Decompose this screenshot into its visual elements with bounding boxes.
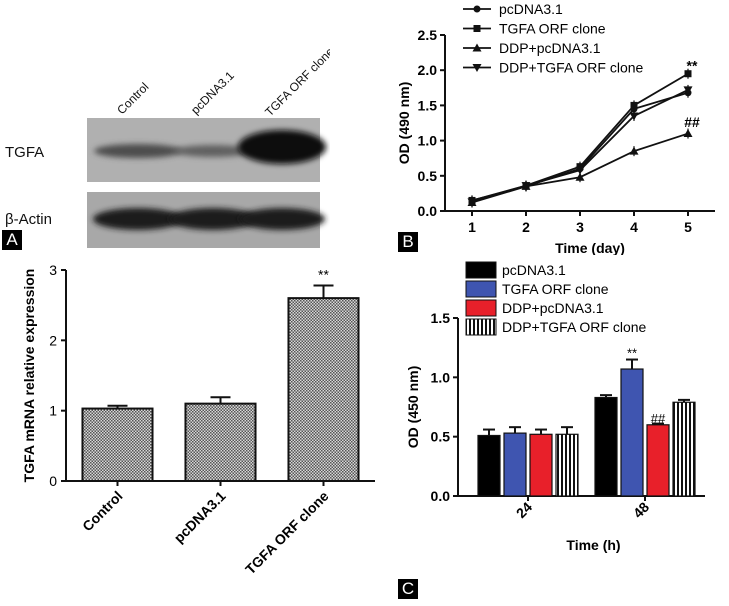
y-tick-label: 0.5 <box>431 429 451 445</box>
data-point-ddp-tgfa-orf-clone <box>521 182 531 191</box>
x-tick-label-48: 48 <box>630 499 652 521</box>
data-point-ddp-pcdna3-1 <box>629 146 639 155</box>
lane-label-pcdna: pcDNA3.1 <box>188 68 237 117</box>
significance-mark: ** <box>318 266 329 282</box>
y-tick-label: 2 <box>49 332 57 348</box>
bar-pcdna3-1-24 <box>477 434 501 497</box>
bar-pcdna3-1 <box>184 402 257 482</box>
y-tick-label: 0.5 <box>418 168 438 184</box>
expression-bar-chart-panel: 0 1 2 3 TGFA mRNA relative expression Control… <box>0 252 385 601</box>
panel-label-a: A <box>2 230 22 250</box>
od-grouped-bar-chart: 0.0 0.5 1.0 1.5 OD (450 nm) Time (h) 24 48 ** ## p… <box>405 261 705 553</box>
y-tick-label: 1.5 <box>431 310 451 326</box>
growth-line-chart-panel: 0.0 0.5 1.0 1.5 2.0 2.5 1 2 3 4 5 Time (day) OD (490… <box>385 0 729 256</box>
legend-label-ddp-pcdna3-1: DDP+pcDNA3.1 <box>499 40 601 56</box>
bar-tgfa-orf-clone-48 <box>620 368 644 497</box>
bar-ddp-pcdna3-1-24 <box>529 433 553 497</box>
significance-mark: ** <box>687 58 698 74</box>
series-line-pcdna3-1 <box>471 91 689 202</box>
bar-ddp-pcdna3-1-48 <box>646 424 670 497</box>
y-tick-label: 1.0 <box>431 369 451 385</box>
legend-swatch-pcdna3-1 <box>465 261 497 279</box>
data-point-ddp-pcdna3-1 <box>683 129 693 138</box>
lane-label-control: Control <box>114 80 151 117</box>
y-tick-label: 1.0 <box>418 133 438 149</box>
y-axis-label: TGFA mRNA relative expression <box>21 269 37 483</box>
y-tick-label: 0 <box>49 473 57 489</box>
bar-pcdna3-1-48 <box>594 396 618 497</box>
bar-ddp-tgfa-orf-clone-48 <box>672 401 696 497</box>
x-tick-label-tgfa-orf-clone: TGFA ORF clone <box>242 488 332 578</box>
panel-label-b: B <box>398 232 418 252</box>
x-tick-label: 5 <box>684 219 692 235</box>
bar-tgfa-orf-clone <box>287 297 360 483</box>
y-tick-label: 0.0 <box>431 488 451 504</box>
western-blot-image: Control pcDNA3.1 TGFA ORF clone TGFA β-A… <box>5 44 337 248</box>
significance-mark: ** <box>627 346 637 361</box>
y-axis-label: OD (490 nm) <box>396 82 412 164</box>
legend-swatch-ddp-tgfa-orf-clone <box>465 318 497 336</box>
legend-label-tgfa-orf-clone: TGFA ORF clone <box>499 21 606 37</box>
data-point-ddp-tgfa-orf-clone <box>683 86 693 95</box>
x-tick-label-control: Control <box>79 488 126 535</box>
bar-control <box>81 407 154 483</box>
y-tick-label: 1 <box>49 403 57 419</box>
western-blot-panel: Control pcDNA3.1 TGFA ORF clone TGFA β-A… <box>0 0 337 250</box>
x-tick-label: 4 <box>630 219 638 235</box>
legend-label-ddp-tgfa-orf-clone: DDP+TGFA ORF clone <box>499 60 644 76</box>
panel-label-c: C <box>398 579 418 599</box>
row-label-tgfa: TGFA <box>5 144 44 161</box>
y-tick-label: 2.5 <box>418 27 438 43</box>
data-point-tgfa-orf-clone <box>630 101 638 109</box>
legend-label-pcdna3-1: pcDNA3.1 <box>502 262 566 278</box>
legend-swatch-tgfa-orf-clone <box>465 280 497 298</box>
row-label-beta-actin: β-Actin <box>5 211 52 228</box>
bar-tgfa-orf-clone-24 <box>503 432 527 497</box>
legend-marker-pcdna3-1 <box>473 5 481 13</box>
growth-line-chart: 0.0 0.5 1.0 1.5 2.0 2.5 1 2 3 4 5 Time (day) OD (490… <box>396 1 715 256</box>
data-point-ddp-tgfa-orf-clone <box>629 112 639 121</box>
y-tick-label: 3 <box>49 262 57 278</box>
series-line-ddp-tgfa-orf-clone <box>471 89 689 203</box>
y-axis-label: OD (450 nm) <box>405 366 421 448</box>
y-tick-label: 1.5 <box>418 97 438 113</box>
bar-ddp-tgfa-orf-clone-24 <box>555 433 579 497</box>
significance-mark: ## <box>651 411 666 426</box>
data-point-ddp-pcdna3-1 <box>575 172 585 181</box>
data-point-tgfa-orf-clone <box>684 70 692 78</box>
legend-swatch-ddp-pcdna3-1 <box>465 299 497 317</box>
od-bar-chart-panel: 0.0 0.5 1.0 1.5 OD (450 nm) Time (h) 24 48 ** ## p… <box>385 255 729 601</box>
x-tick-label-pcdna3-1: pcDNA3.1 <box>171 488 229 546</box>
x-tick-label: 1 <box>468 219 476 235</box>
data-point-ddp-tgfa-orf-clone <box>467 198 477 207</box>
y-tick-label: 2.0 <box>418 62 438 78</box>
x-axis-label: Time (h) <box>566 537 620 553</box>
x-tick-label-24: 24 <box>513 499 535 521</box>
legend-label-tgfa-orf-clone: TGFA ORF clone <box>502 281 609 297</box>
legend-marker-tgfa-orf-clone <box>473 25 481 32</box>
significance-mark: ## <box>684 114 700 130</box>
x-axis-label: Time (day) <box>555 240 625 255</box>
lane-label-tgfa-orf: TGFA ORF clone <box>262 44 330 119</box>
y-tick-label: 0.0 <box>418 203 438 219</box>
legend-label-ddp-pcdna3-1: DDP+pcDNA3.1 <box>502 300 604 316</box>
x-tick-label: 3 <box>576 219 584 235</box>
legend-marker-ddp-tgfa-orf-clone <box>472 64 482 72</box>
expression-bar-chart: 0 1 2 3 TGFA mRNA relative expression Control… <box>21 262 375 578</box>
data-point-ddp-tgfa-orf-clone <box>575 166 585 175</box>
legend-label-pcdna3-1: pcDNA3.1 <box>499 1 563 17</box>
legend-label-ddp-tgfa-orf-clone: DDP+TGFA ORF clone <box>502 319 647 335</box>
legend-marker-ddp-pcdna3-1 <box>472 43 482 52</box>
x-tick-label: 2 <box>522 219 530 235</box>
